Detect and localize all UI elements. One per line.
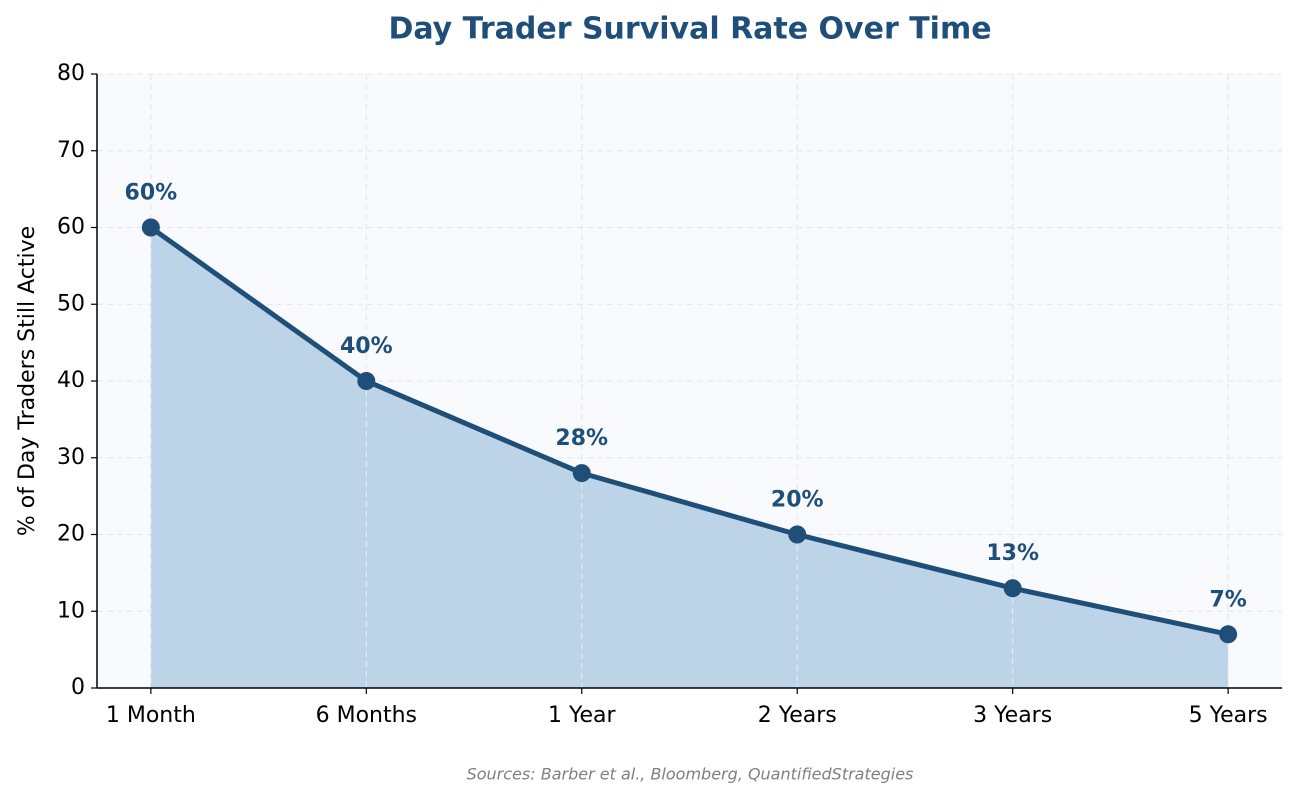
point xyxy=(141,218,160,237)
area xyxy=(150,227,1229,688)
value-label: 60% xyxy=(125,181,178,206)
x-tick-label: 3 Years xyxy=(973,703,1052,728)
y-tick-label: 40 xyxy=(57,368,85,393)
value-label: 40% xyxy=(340,334,393,359)
point xyxy=(572,464,591,483)
value-label: 20% xyxy=(771,488,824,513)
line xyxy=(149,225,1229,637)
y-tick-label: 30 xyxy=(57,445,85,470)
point xyxy=(357,372,376,390)
x-tick-label: 2 Years xyxy=(758,703,837,728)
x-tick-label: 6 Months xyxy=(316,703,417,728)
y-tick-label: 10 xyxy=(57,598,85,623)
y-tick-label: 60 xyxy=(57,215,85,240)
y-tick-label: 20 xyxy=(57,522,85,547)
x-tick-label: 5 Years xyxy=(1189,703,1268,728)
y-axis-label: % of Day Traders Still Active xyxy=(15,226,40,536)
chart-title: Day Trader Survival Rate Over Time xyxy=(388,12,991,47)
x-tick-label: 1 Year xyxy=(548,703,617,728)
point xyxy=(1003,579,1022,598)
value-label: 28% xyxy=(555,426,608,451)
y-tick-label: 80 xyxy=(57,61,85,86)
y-tick-label: 50 xyxy=(57,291,85,316)
value-label: 7% xyxy=(1209,587,1246,612)
source-note: Sources: Barber et al., Bloomberg, Quant… xyxy=(467,765,914,784)
y-tick-label: 0 xyxy=(71,675,85,700)
point xyxy=(1219,625,1238,644)
y-tick-label: 70 xyxy=(57,138,85,163)
value-label: 13% xyxy=(986,541,1039,566)
point xyxy=(788,525,807,544)
x-tick-label: 1 Month xyxy=(106,703,196,728)
